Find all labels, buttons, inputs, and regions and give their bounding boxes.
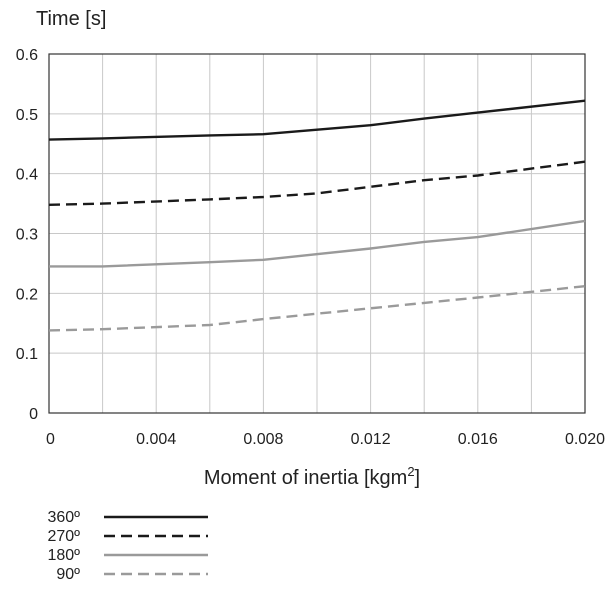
plot-area-frame: [48, 53, 586, 414]
series-line: [48, 285, 586, 332]
x-tick-label: 0: [46, 431, 55, 448]
y-tick-labels: 0 0.1 0.2 0.3 0.4 0.5 0.6: [16, 47, 38, 423]
x-tick-labels: 0 0.004 0.008 0.012 0.016 0.020: [46, 431, 605, 448]
x-tick-label: 0.008: [243, 431, 283, 448]
series-line: [49, 219, 586, 268]
x-tick-label: 0.004: [136, 431, 176, 448]
y-tick-label: 0.1: [16, 346, 38, 363]
x-axis-title-superscript: 2: [407, 464, 414, 479]
x-axis-title: Moment of inertia [kgm2]: [204, 464, 420, 489]
x-axis-title-main: Moment of inertia [kgm: [204, 467, 407, 489]
legend-label: 180º: [47, 547, 80, 564]
x-tick-label: 0.020: [565, 431, 605, 448]
series-layer: [48, 99, 586, 332]
y-axis-title: Time [s]: [36, 8, 106, 30]
x-axis-title-end: ]: [415, 467, 421, 489]
y-tick-label: 0.5: [16, 107, 38, 124]
y-tick-label: 0.2: [16, 286, 38, 303]
legend-label: 90º: [56, 566, 80, 583]
x-tick-label: 0.012: [351, 431, 391, 448]
series-line: [48, 160, 586, 206]
legend-label: 360º: [47, 509, 80, 526]
y-tick-label: 0.3: [16, 227, 38, 244]
y-tick-label: 0.6: [16, 47, 38, 64]
y-tick-label: 0.4: [16, 167, 38, 184]
series-line: [48, 99, 586, 141]
y-tick-label: 0: [29, 406, 38, 423]
legend: 360º 270º 180º 90º: [47, 509, 208, 583]
x-tick-label: 0.016: [458, 431, 498, 448]
legend-label: 270º: [47, 528, 80, 545]
